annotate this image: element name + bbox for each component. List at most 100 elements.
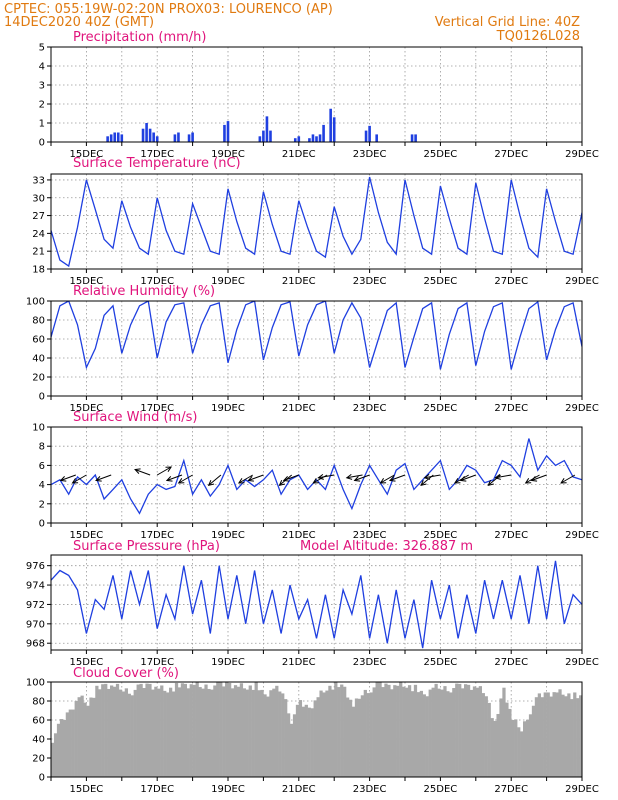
x-tick-label: 29DEC xyxy=(565,530,599,541)
cloud-cover-bar xyxy=(331,689,335,777)
cloud-cover-bar xyxy=(464,684,468,777)
y-tick-label: 1 xyxy=(39,119,45,130)
precipitation-bar xyxy=(116,132,120,142)
wind-arrow xyxy=(178,474,193,484)
x-tick-label: 21DEC xyxy=(282,784,316,795)
cloud-cover-title: Cloud Cover (%) xyxy=(73,666,179,681)
y-tick-label: 30 xyxy=(32,193,45,204)
humidity-series-line xyxy=(51,301,582,370)
x-tick-label: 19DEC xyxy=(211,530,245,541)
cloud-cover-bar xyxy=(381,687,385,777)
wind-arrow xyxy=(238,474,254,484)
wind-arrow-head xyxy=(494,474,501,480)
cloud-cover-bar xyxy=(546,692,550,777)
wind-arrow-head xyxy=(247,476,254,482)
cloud-cover-bar xyxy=(313,700,317,777)
cloud-cover-bar xyxy=(204,684,208,777)
cloud-cover-bar xyxy=(540,697,544,777)
precipitation-bar xyxy=(410,134,414,142)
y-tick-label: 24 xyxy=(32,229,45,240)
wind-arrow-head xyxy=(459,476,467,482)
y-tick-label: 0 xyxy=(39,519,45,530)
cloud-cover-bar xyxy=(496,713,500,777)
cloud-cover-bar xyxy=(133,689,137,777)
cloud-cover-bar xyxy=(440,689,444,777)
y-tick-label: 20 xyxy=(32,754,45,765)
wind-arrow xyxy=(318,474,335,479)
cloud-cover-bar xyxy=(543,692,547,777)
cloud-cover-bar xyxy=(213,685,217,777)
precipitation-bar xyxy=(269,130,272,142)
wind-arrow-head xyxy=(388,476,396,482)
cloud-cover-bar xyxy=(337,687,341,777)
wind-arrow xyxy=(488,474,501,486)
precipitation-bar xyxy=(297,136,301,142)
cloud-cover-bar xyxy=(325,690,329,777)
cloud-cover-bar xyxy=(343,686,347,777)
cloud-cover-bar xyxy=(157,688,161,777)
precipitation-bar xyxy=(113,132,117,142)
precipitation-bar xyxy=(322,124,325,142)
y-tick-label: 100 xyxy=(26,678,45,689)
cloud-cover-bar xyxy=(177,687,182,777)
wind-arrow-head xyxy=(379,478,387,484)
precipitation-bar xyxy=(177,132,180,142)
cloud-cover-bar xyxy=(186,688,190,777)
x-tick-label: 17DEC xyxy=(140,403,174,414)
y-tick-label: 20 xyxy=(32,373,45,384)
y-tick-label: 18 xyxy=(32,265,45,276)
wind-arrow-head xyxy=(423,474,431,480)
x-tick-label: 27DEC xyxy=(494,149,528,160)
cloud-cover-bar xyxy=(466,684,471,777)
cloud-cover-bar xyxy=(136,684,140,777)
cloud-cover-bar xyxy=(130,695,134,777)
cloud-cover-bar xyxy=(139,683,143,777)
y-tick-label: 2 xyxy=(39,100,45,111)
cloud-cover-bar xyxy=(363,689,367,777)
cloud-cover-bar xyxy=(508,708,512,777)
precipitation-bar xyxy=(368,125,371,142)
cloud-cover-bar xyxy=(207,688,211,777)
cloud-cover-bar xyxy=(266,696,270,777)
x-tick-label: 21DEC xyxy=(282,149,316,160)
y-tick-label: 80 xyxy=(32,697,45,708)
y-tick-label: 3 xyxy=(39,81,45,92)
cloud-cover-bar xyxy=(301,706,305,777)
cloud-cover-bar xyxy=(469,689,474,777)
cloud-cover-bar xyxy=(74,701,78,777)
wind-arrow xyxy=(424,474,441,479)
x-tick-label: 17DEC xyxy=(140,149,174,160)
y-tick-label: 40 xyxy=(32,735,45,746)
cloud-cover-bar xyxy=(399,682,403,777)
x-tick-label: 25DEC xyxy=(424,403,458,414)
cloud-cover-bar xyxy=(461,688,465,777)
x-tick-label: 17DEC xyxy=(140,276,174,287)
cloud-cover-bar xyxy=(183,683,187,777)
cloud-cover-bar xyxy=(396,685,400,777)
cloud-cover-bar xyxy=(242,688,246,777)
cloud-cover-bar xyxy=(239,683,244,777)
cloud-cover-bar xyxy=(112,686,117,777)
cloud-cover-bar xyxy=(107,688,111,777)
cloud-cover-bar xyxy=(431,687,435,777)
cloud-cover-bar xyxy=(402,686,406,777)
cloud-cover-bar xyxy=(413,684,418,777)
cloud-cover-bar xyxy=(351,706,356,777)
wind-arrow xyxy=(156,466,172,476)
wind-panel: 0 2 4 6 8 10 15DEC 17DEC 19DEC 21DEC 23DEC 25DEC 27D… xyxy=(32,410,599,541)
panels: 0 1 2 3 4 5 15DEC 17DEC 19DEC 21DEC 23DEC 25DEC 27DE… xyxy=(26,30,599,795)
wind-arrow xyxy=(531,474,547,481)
cloud-cover-bar xyxy=(499,698,503,777)
precipitation-bar xyxy=(332,117,336,142)
cloud-cover-bar xyxy=(201,688,205,777)
cloud-cover-bar xyxy=(384,683,388,777)
cloud-cover-bar xyxy=(210,689,214,777)
cloud-cover-bar xyxy=(449,692,453,777)
humidity-panel: 0 20 40 60 80 100 15DEC 17DEC 19DEC 21DEC 23DEC 25D… xyxy=(26,284,599,414)
cloud-cover-panel: 0 20 40 60 80 100 15DEC 17DEC 19DEC 21DEC 23DEC 25D… xyxy=(26,666,599,795)
wind-arrow xyxy=(495,474,512,479)
cloud-cover-bar xyxy=(567,693,571,777)
cloud-cover-bar xyxy=(475,687,480,777)
cloud-cover-bar xyxy=(357,698,362,777)
wind-arrow xyxy=(380,474,395,484)
